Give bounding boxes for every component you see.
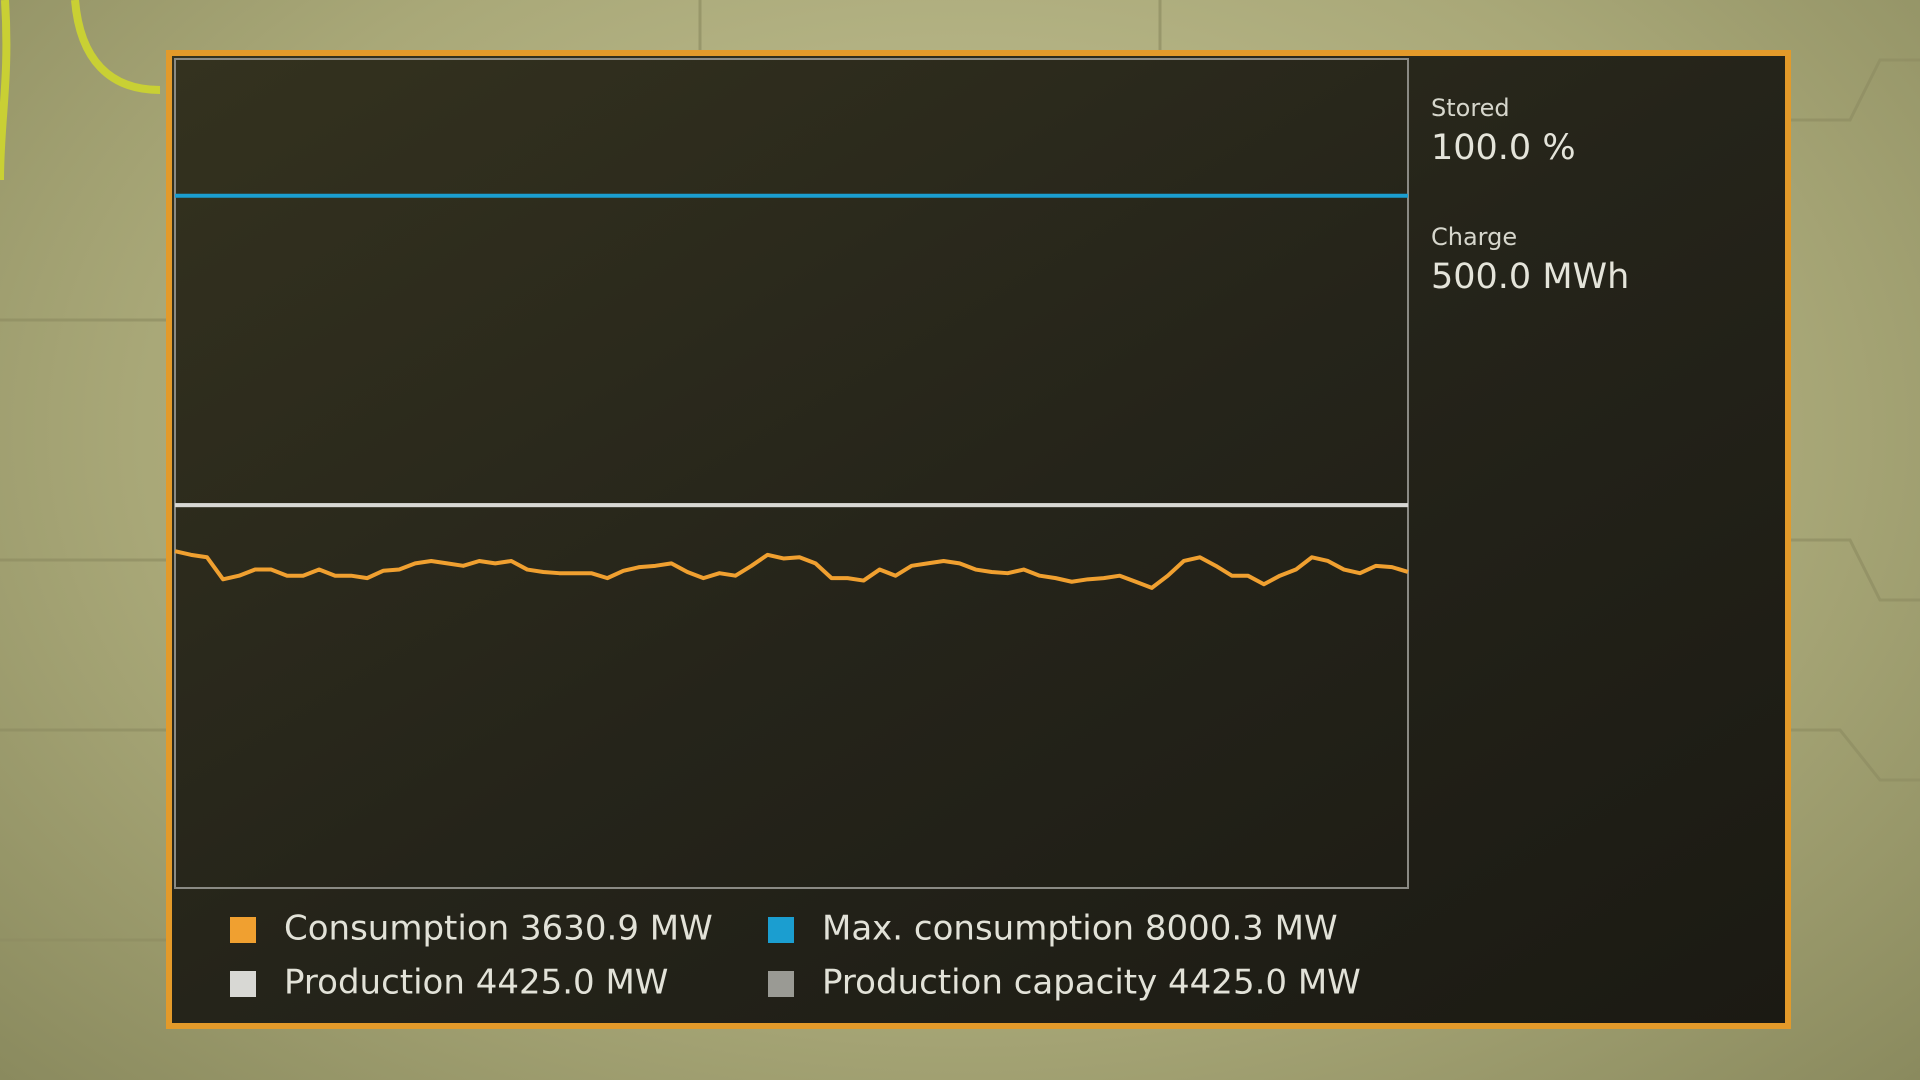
- stat-value: 100.0 %: [1431, 128, 1576, 168]
- legend-label: Production capacity 4425.0 MW: [822, 963, 1361, 1003]
- legend-swatch: [768, 971, 794, 997]
- graph: [174, 193, 1409, 590]
- stat-value: 500.0 MWh: [1431, 257, 1629, 297]
- panel: [166, 50, 1791, 1029]
- stat-label: Stored: [1431, 94, 1510, 122]
- legend: Consumption 3630.9 MW Max. consumption 80…: [230, 909, 1361, 1003]
- graph-frame: [174, 58, 1409, 889]
- legend-swatch: [230, 917, 256, 943]
- legend-swatch: [768, 917, 794, 943]
- wall-tiles: [0, 0, 1920, 942]
- legend-label: Production 4425.0 MW: [284, 963, 668, 1003]
- stats: Stored 100.0 % Charge 500.0 MWh: [1431, 94, 1629, 297]
- cable: [0, 0, 161, 181]
- legend-swatch: [230, 971, 256, 997]
- series-line: [174, 549, 1409, 590]
- legend-label: Max. consumption 8000.3 MW: [822, 909, 1338, 949]
- legend-label: Consumption 3630.9 MW: [284, 909, 713, 949]
- stat-label: Charge: [1431, 223, 1517, 251]
